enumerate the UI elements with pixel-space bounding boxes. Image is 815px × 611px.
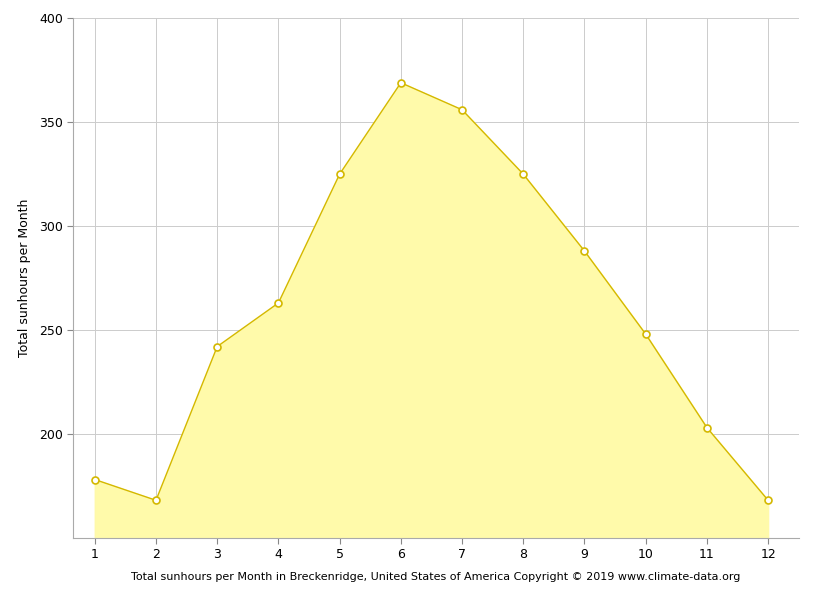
Y-axis label: Total sunhours per Month: Total sunhours per Month bbox=[18, 199, 31, 357]
X-axis label: Total sunhours per Month in Breckenridge, United States of America Copyright © 2: Total sunhours per Month in Breckenridge… bbox=[131, 573, 741, 582]
